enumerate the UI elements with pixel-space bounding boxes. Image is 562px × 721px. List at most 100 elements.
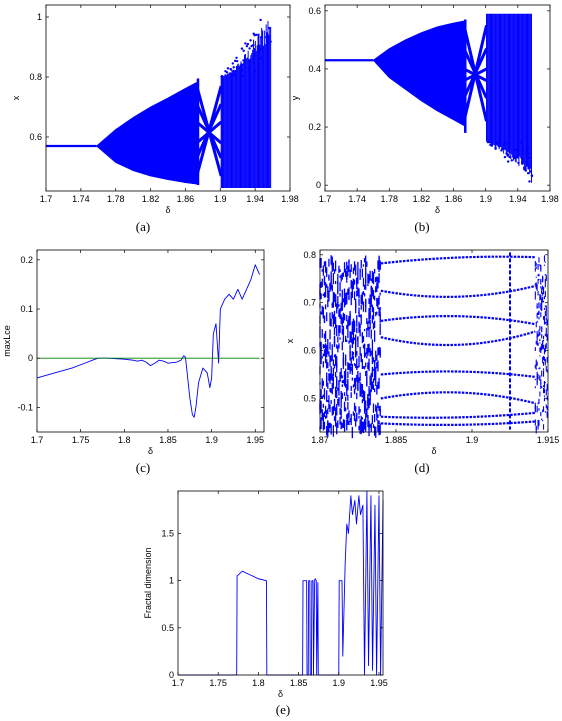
plot-frame [319, 249, 549, 433]
periodic-window [462, 19, 488, 133]
chaotic-point [516, 156, 520, 159]
chaotic-point [527, 156, 531, 160]
chaotic-point [252, 43, 255, 47]
periodic-window [380, 255, 536, 427]
chaotic-point [233, 59, 237, 63]
chaotic-point [253, 54, 256, 57]
y-tick-label: 0.6 [303, 346, 316, 356]
chaotic-point [259, 36, 263, 39]
chaotic-point [255, 33, 258, 37]
x-tick-label: 1.9 [466, 435, 479, 445]
chaotic-point [237, 66, 241, 69]
chaotic-point [503, 155, 507, 159]
y-tick-label: 0.5 [161, 623, 174, 633]
chaotic-point [249, 39, 252, 42]
chaotic-point [245, 44, 249, 48]
chaotic-point [507, 141, 511, 145]
chaotic-point [248, 47, 251, 50]
x-tick-label: 1.915 [537, 435, 560, 445]
periodic-branch [195, 120, 223, 145]
axes-b: 1.7 1.74 1.78 1.82 1.86 1.9 1.94 1.98 0 0.2 0.4 0.6… [290, 4, 559, 215]
panel-b: 1.7 1.74 1.78 1.82 1.86 1.9 1.94 1.98 0 0.2 0.4 0.6… [290, 4, 559, 215]
chaotic-point [241, 75, 244, 78]
chaotic-point [253, 69, 257, 72]
x-tick-label: 1.7 [319, 194, 332, 204]
chaotic-point [514, 156, 517, 159]
x-tick-label: 1.98 [281, 194, 299, 204]
chaotic-point [502, 143, 506, 146]
chaotic-band-left [319, 255, 381, 439]
chaotic-point [244, 42, 247, 45]
panel-a: 1.7 1.74 1.78 1.82 1.86 1.9 1.94 1.98 0.6 0.8 1 δ x [11, 4, 299, 215]
chaotic-point [248, 67, 251, 70]
chaotic-point [497, 140, 501, 144]
chaotic-point [521, 148, 525, 151]
caption-b: (b) [414, 219, 429, 234]
chaotic-point [234, 70, 237, 73]
axes-a: 1.7 1.74 1.78 1.82 1.86 1.9 1.94 1.98 0.6 0.8 1 δ x [11, 4, 299, 215]
data-points-d [319, 252, 548, 439]
panel-e: 1.7 1.75 1.8 1.85 1.9 1.95 0 0.5 1 1.5 δ Fractal di… [143, 490, 388, 699]
x-tick-label: 1.9 [479, 194, 492, 204]
caption-d: (d) [414, 460, 429, 475]
x-tick-label: 1.7 [172, 678, 185, 688]
axes-e: 1.7 1.75 1.8 1.85 1.9 1.95 0 0.5 1 1.5 δ Fractal di… [143, 490, 388, 699]
y-tick-label: 0.8 [29, 72, 42, 82]
axes-c: 1.7 1.75 1.8 1.85 1.9 1.95 -0.1 0 0.1 0.2 δ maxLce [2, 249, 265, 456]
chaotic-point [495, 141, 499, 145]
x-tick-label: 1.82 [142, 194, 160, 204]
x-tick-label: 1.75 [209, 678, 227, 688]
series-line-0 [36, 264, 261, 418]
chaotic-point [225, 71, 229, 74]
chaotic-point [252, 57, 255, 60]
x-tick-label: 1.85 [290, 678, 308, 688]
x-tick-label: 1.74 [348, 194, 366, 204]
y-tick-label: 1 [37, 12, 42, 22]
x-tick-label: 1.85 [159, 435, 177, 445]
periodic-branch [463, 67, 488, 82]
y-tick-label: 1.5 [161, 528, 174, 538]
chaotic-point [259, 48, 263, 51]
x-tick-label: 1.82 [413, 194, 431, 204]
plot-frame [324, 4, 551, 192]
chaotic-point [232, 73, 235, 76]
periodic-branch [380, 370, 536, 379]
y-axis-label: x [11, 95, 21, 100]
chaotic-point [220, 75, 223, 78]
quasi-periodic-region [372, 20, 465, 127]
chaotic-point [519, 141, 522, 144]
chaotic-point [243, 59, 247, 62]
periodic-branch [380, 391, 536, 405]
chaotic-point [269, 40, 272, 43]
y-axis-label: Fractal dimension [143, 547, 153, 618]
x-tick-label: 1.94 [509, 194, 527, 204]
x-tick-label: 1.75 [72, 435, 90, 445]
x-tick-label: 1.95 [247, 435, 265, 445]
x-tick-label: 1.7 [31, 435, 44, 445]
x-axis-label: δ [165, 205, 170, 215]
chaotic-point [508, 155, 511, 159]
chaotic-point [526, 147, 530, 151]
chaotic-point [264, 36, 268, 39]
data-points-b [325, 13, 534, 183]
chaotic-point [521, 157, 524, 160]
series-line-0 [178, 490, 384, 676]
y-tick-label: 0 [169, 670, 174, 680]
chaotic-point [497, 144, 501, 147]
chaotic-point [246, 42, 250, 46]
chaotic-point [524, 169, 528, 172]
chaotic-point [517, 161, 520, 165]
plot-frame [177, 490, 384, 676]
chaotic-point [526, 152, 529, 155]
chaotic-point [235, 75, 238, 79]
x-tick-label: 1.8 [252, 678, 265, 688]
periodic-branch [380, 315, 536, 326]
chaotic-point [229, 68, 232, 71]
y-axis-label: x [285, 338, 295, 343]
chaotic-region [486, 13, 534, 183]
chaotic-point [490, 143, 494, 146]
chaotic-point [259, 57, 263, 60]
chaotic-point [504, 141, 508, 144]
chaotic-point [240, 63, 243, 66]
